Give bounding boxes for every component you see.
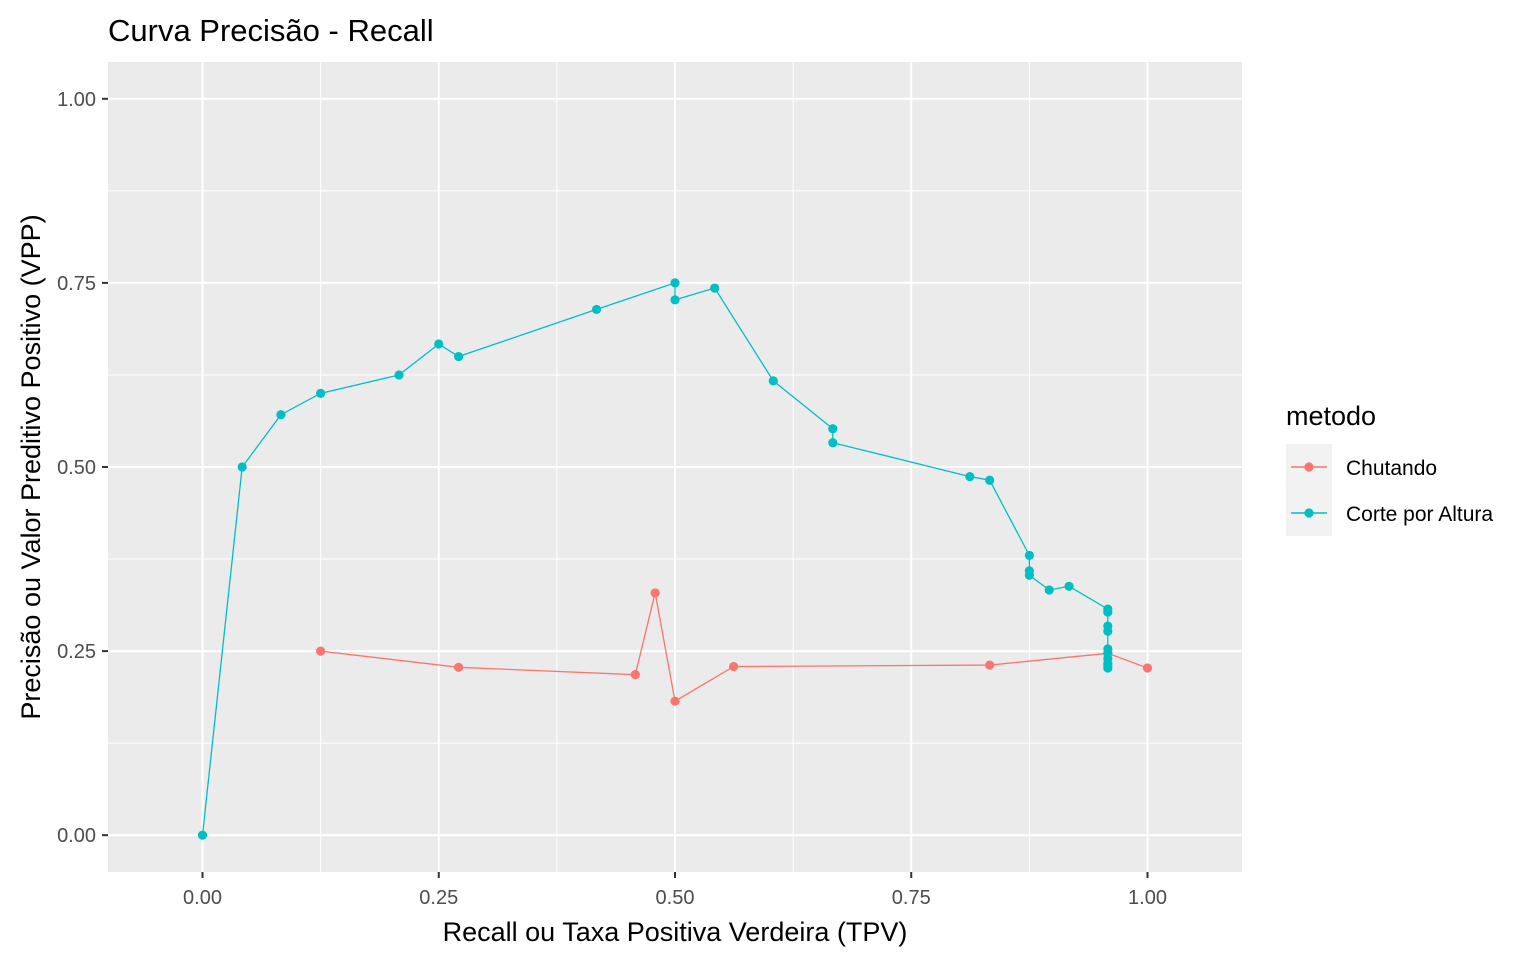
data-point-corte-por-altura — [316, 388, 326, 398]
data-point-corte-por-altura — [591, 304, 602, 315]
series-layer — [197, 278, 1153, 840]
data-point-corte-por-altura — [828, 424, 838, 434]
x-tick-label: 0.75 — [892, 887, 931, 909]
chart-title: Curva Precisão - Recall — [108, 13, 434, 48]
legend-item-chutando: Chutando — [1286, 444, 1437, 490]
series-chutando — [316, 588, 1153, 706]
x-tick-label: 0.50 — [656, 887, 695, 909]
data-point-corte-por-altura — [237, 462, 247, 472]
x-tick-label: 1.00 — [1128, 887, 1167, 909]
legend-item-corte-por-altura: Corte por Altura — [1286, 490, 1493, 536]
y-tick-label: 0.25 — [57, 641, 96, 663]
data-point-corte-por-altura — [434, 339, 444, 349]
y-tick-label: 0.00 — [57, 825, 96, 847]
legend: metodo Chutando Corte por Altura — [1286, 401, 1493, 536]
data-point-corte-por-altura — [1024, 570, 1034, 580]
y-tick-label: 0.50 — [57, 457, 96, 479]
legend-items: Chutando Corte por Altura — [1286, 444, 1493, 536]
legend-key-point — [1304, 508, 1314, 518]
data-point-chutando — [728, 661, 739, 672]
data-point-corte-por-altura — [1103, 626, 1113, 636]
legend-label: Chutando — [1346, 457, 1437, 480]
data-point-chutando — [650, 588, 660, 598]
x-tick-label: 0.25 — [419, 887, 458, 909]
data-point-chutando — [985, 660, 995, 670]
data-point-corte-por-altura — [670, 278, 680, 288]
y-axis-title: Precisão ou Valor Preditivo Positivo (VP… — [16, 214, 46, 719]
x-tick-label: 0.00 — [183, 887, 222, 909]
data-point-chutando — [453, 662, 464, 672]
data-point-corte-por-altura — [453, 351, 464, 362]
data-point-corte-por-altura — [1103, 607, 1113, 617]
series-corte-por-altura — [197, 278, 1113, 840]
x-axis-title: Recall ou Taxa Positiva Verdeira (TPV) — [443, 917, 908, 947]
data-point-chutando — [630, 670, 640, 680]
y-tick-label: 0.75 — [57, 273, 96, 295]
legend-label: Corte por Altura — [1346, 503, 1493, 526]
y-axis: 0.00 0.25 0.50 0.75 1.00 — [57, 89, 108, 847]
legend-key-point — [1304, 462, 1314, 472]
x-axis: 0.00 0.25 0.50 0.75 1.00 — [183, 872, 1167, 909]
data-point-corte-por-altura — [1024, 550, 1034, 560]
grid-major — [108, 62, 1242, 872]
data-point-corte-por-altura — [1044, 585, 1054, 595]
data-point-corte-por-altura — [1103, 663, 1113, 673]
data-point-corte-por-altura — [985, 475, 995, 485]
data-point-corte-por-altura — [828, 438, 838, 448]
data-point-corte-por-altura — [197, 830, 208, 840]
data-point-corte-por-altura — [965, 471, 975, 482]
data-point-corte-por-altura — [394, 370, 404, 380]
y-tick-label: 1.00 — [57, 89, 96, 111]
data-point-chutando — [670, 696, 680, 706]
data-point-chutando — [1142, 663, 1153, 673]
data-point-corte-por-altura — [768, 376, 778, 386]
data-point-corte-por-altura — [276, 410, 286, 420]
data-point-chutando — [316, 646, 326, 656]
data-point-corte-por-altura — [710, 283, 720, 293]
data-point-corte-por-altura — [670, 295, 680, 305]
data-point-corte-por-altura — [1064, 581, 1074, 591]
legend-title: metodo — [1286, 401, 1376, 431]
